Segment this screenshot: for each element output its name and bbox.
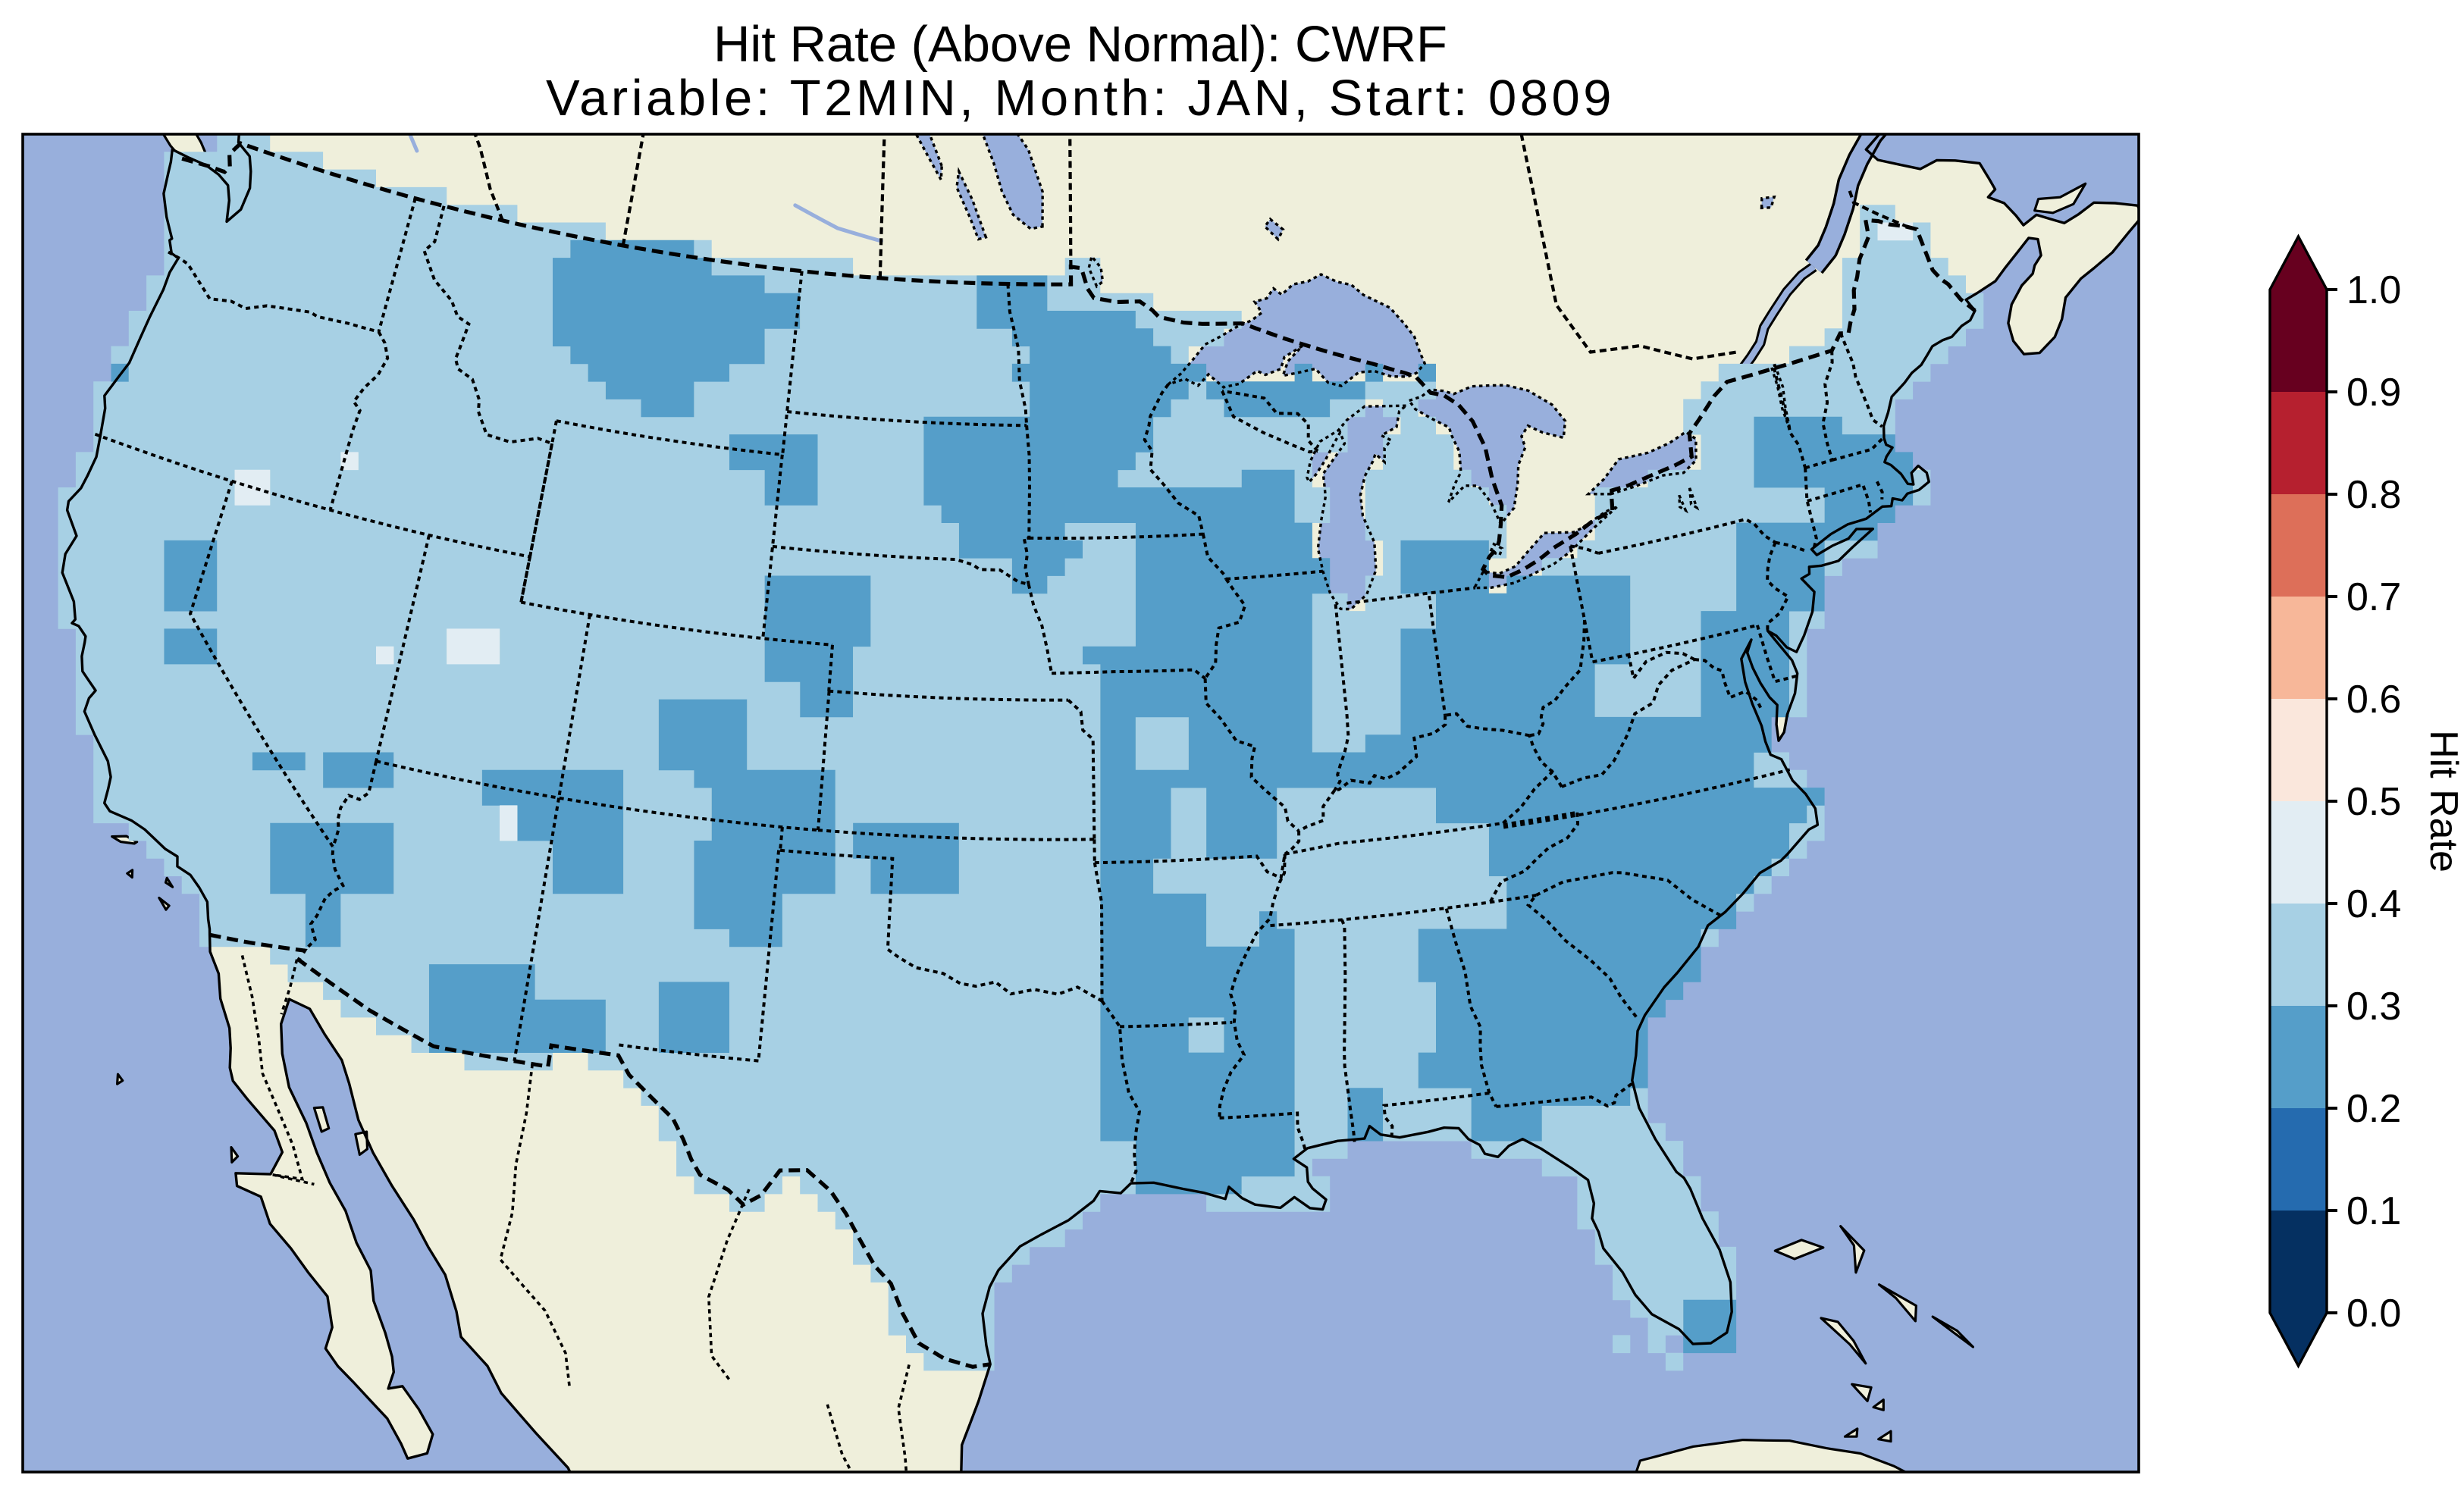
svg-text:Hit Rate: Hit Rate — [2422, 730, 2464, 872]
svg-text:0.0: 0.0 — [2346, 1292, 2401, 1336]
svg-text:0.5: 0.5 — [2346, 780, 2401, 824]
svg-text:1.0: 1.0 — [2346, 268, 2401, 312]
svg-text:0.2: 0.2 — [2346, 1087, 2401, 1131]
svg-text:0.4: 0.4 — [2346, 882, 2401, 926]
svg-text:0.9: 0.9 — [2346, 371, 2401, 415]
svg-text:0.8: 0.8 — [2346, 473, 2401, 517]
svg-text:0.6: 0.6 — [2346, 678, 2401, 722]
svg-text:Variable: T2MIN, Month: JAN, S: Variable: T2MIN, Month: JAN, Start: 0809 — [546, 70, 1615, 127]
svg-text:0.3: 0.3 — [2346, 985, 2401, 1029]
svg-text:0.1: 0.1 — [2346, 1189, 2401, 1233]
svg-text:Hit Rate (Above Normal): CWRF: Hit Rate (Above Normal): CWRF — [713, 16, 1447, 73]
svg-text:0.7: 0.7 — [2346, 575, 2401, 619]
